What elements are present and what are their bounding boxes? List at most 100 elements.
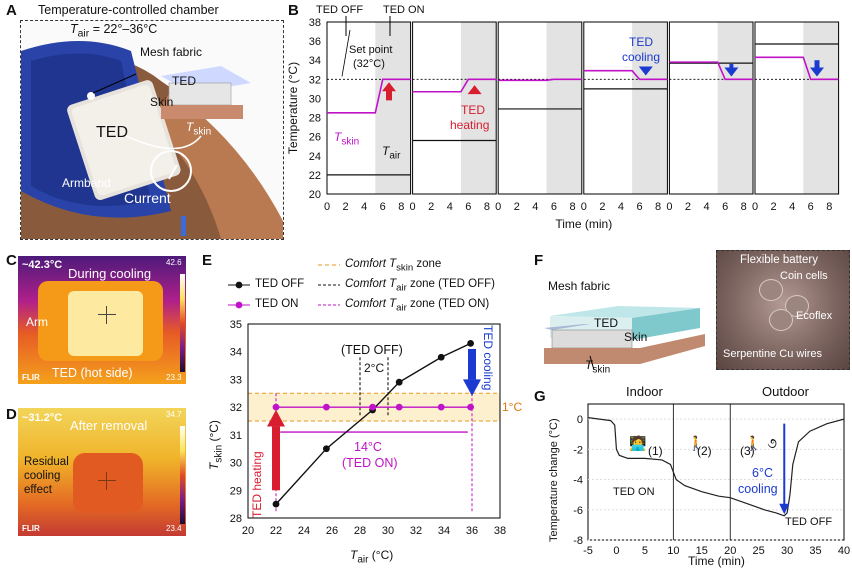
b-xtick-1-2: 2 bbox=[428, 201, 434, 213]
f-ecoflex: Ecoflex bbox=[796, 310, 833, 322]
b-xtick-5-4: 4 bbox=[789, 201, 795, 213]
b-xtick-3-0: 0 bbox=[581, 201, 587, 213]
b-cool-arrow-3-head bbox=[810, 67, 824, 77]
b-ytick-36: 36 bbox=[309, 36, 321, 48]
e-point-1-0 bbox=[272, 403, 280, 411]
c-scale-top: 42.6 bbox=[166, 258, 182, 267]
b-cool-arrow-2-head bbox=[724, 67, 739, 77]
b-xtick-0-4: 4 bbox=[361, 201, 367, 213]
tskin-label: Tskin bbox=[186, 120, 212, 138]
e-point-1-5 bbox=[467, 403, 474, 411]
e-ted-off-annot: (TED OFF) bbox=[341, 343, 403, 357]
g-indoor: Indoor bbox=[626, 384, 663, 399]
g-six: 6°C bbox=[752, 466, 773, 480]
mesh-fabric-label: Mesh fabric bbox=[140, 45, 203, 59]
e-point-1-2 bbox=[369, 403, 376, 411]
e-point-0-1 bbox=[323, 445, 330, 453]
b-xtick-1-0: 0 bbox=[410, 201, 416, 213]
f-battery: Flexible battery bbox=[740, 254, 818, 266]
g-walk-icon: 🚶 bbox=[688, 435, 705, 452]
g-p2: (2) bbox=[697, 444, 712, 458]
d-flir-logo: FLIR bbox=[22, 524, 40, 533]
b-frame-5 bbox=[754, 21, 840, 195]
g-p1: (1) bbox=[648, 444, 663, 458]
f-ted: TED bbox=[594, 316, 618, 330]
panel-a-title: Temperature-controlled chamber bbox=[38, 3, 219, 17]
b-xtick-2-2: 2 bbox=[514, 201, 520, 213]
g-cool-head bbox=[779, 503, 790, 515]
g-outdoor: Outdoor bbox=[762, 384, 809, 399]
b-heat-arrow-small-head bbox=[467, 85, 482, 95]
g-wind-icon: ૭ bbox=[767, 435, 777, 451]
panel-a-tair: Tair = 22°–36°C bbox=[70, 22, 158, 40]
b-tskin-3 bbox=[583, 69, 668, 81]
panel-b-label: B bbox=[288, 2, 299, 19]
panel-g-chart: -5 0 5 10 15 20 25 30 35 40 0 -2 -4 -6 -8 🧑‍💻 🚶 🚶 ૭ bbox=[573, 403, 850, 557]
panel-g-label: G bbox=[534, 388, 546, 405]
b-shade-2 bbox=[546, 22, 582, 194]
b-xtick-3-2: 2 bbox=[599, 201, 605, 213]
panel-c-label: C bbox=[6, 252, 17, 269]
e-xtick-22: 22 bbox=[270, 525, 282, 537]
e-xtick-26: 26 bbox=[326, 525, 338, 537]
e-point-0-3 bbox=[395, 378, 403, 386]
g-six-cooling: cooling bbox=[738, 482, 778, 496]
f-battery-photo bbox=[716, 250, 850, 370]
b-cool-arrow-1-head bbox=[638, 66, 653, 76]
b-shade-3 bbox=[632, 22, 668, 194]
e-ytick-35: 35 bbox=[230, 319, 242, 331]
f-wires: Serpentine Cu wires bbox=[723, 348, 823, 360]
c-bottom: TED (hot side) bbox=[52, 366, 133, 380]
e-ylabel-sub: skin bbox=[213, 444, 225, 463]
b-tair-label: Tair bbox=[382, 144, 401, 162]
b-xtick-0-8: 8 bbox=[398, 201, 404, 213]
e-heating: TED heating bbox=[250, 451, 264, 518]
e-legend-4: Comfort T bbox=[345, 298, 397, 310]
e-ytick-34: 34 bbox=[230, 347, 242, 359]
e-legend-sub-0: skin bbox=[396, 262, 414, 274]
g-ytick--2: -2 bbox=[573, 444, 583, 456]
e-ylabel: Tskin (°C) bbox=[207, 420, 225, 470]
e-legend-tskin-zone: Comfort Tskin zone bbox=[345, 258, 441, 273]
e-heat-shaft bbox=[272, 426, 280, 491]
tskin-sub: skin bbox=[193, 126, 212, 138]
e-ytick-32: 32 bbox=[230, 402, 242, 414]
g-desk-icon: 🧑‍💻 bbox=[629, 434, 646, 452]
f-tskin: Tskin bbox=[585, 358, 611, 376]
tair-range-text: = 22°–36°C bbox=[92, 22, 158, 36]
b-xtick-2-8: 8 bbox=[569, 201, 575, 213]
e-xtick-24: 24 bbox=[298, 525, 310, 537]
g-ted-off: TED OFF bbox=[785, 516, 833, 528]
panel-a-photo bbox=[20, 20, 284, 240]
b-shade-1 bbox=[460, 22, 497, 194]
e-legend-tail-0: zone bbox=[413, 258, 442, 270]
e-point-0-0 bbox=[272, 500, 280, 508]
b-xtick-1-4: 4 bbox=[447, 201, 453, 213]
d-note-2: cooling bbox=[24, 470, 61, 482]
d-note-3: effect bbox=[24, 484, 52, 496]
g-walk-wind-icon: 🚶 bbox=[744, 435, 761, 452]
b-frame-4 bbox=[668, 21, 754, 195]
setpoint-value: (32°C) bbox=[353, 58, 385, 70]
b-xlabel: Time (min) bbox=[555, 217, 612, 231]
e-cooling: TED cooling bbox=[481, 325, 495, 391]
e-point-1-4 bbox=[437, 403, 445, 411]
d-scale-top: 34.7 bbox=[166, 410, 182, 419]
e-xtick-38: 38 bbox=[494, 525, 506, 537]
armband-label: Armband bbox=[62, 176, 111, 190]
e-legend-3: Comfort T bbox=[345, 278, 397, 290]
e-ytick-30: 30 bbox=[230, 458, 242, 470]
e-xtick-30: 30 bbox=[382, 525, 394, 537]
e-ytick-28: 28 bbox=[230, 513, 242, 525]
g-xtick-10: 10 bbox=[667, 545, 679, 557]
g-ytick--6: -6 bbox=[573, 505, 583, 517]
b-tskin-1 bbox=[412, 78, 497, 93]
heating-label-1: TED bbox=[461, 103, 485, 117]
cooling-label-2: cooling bbox=[622, 50, 661, 64]
skin-label: Skin bbox=[150, 95, 174, 109]
g-xtick-35: 35 bbox=[809, 545, 821, 557]
e-xtick-28: 28 bbox=[354, 525, 366, 537]
b-tskin-5 bbox=[755, 56, 839, 81]
e-fourteen: 14°C bbox=[354, 440, 382, 454]
